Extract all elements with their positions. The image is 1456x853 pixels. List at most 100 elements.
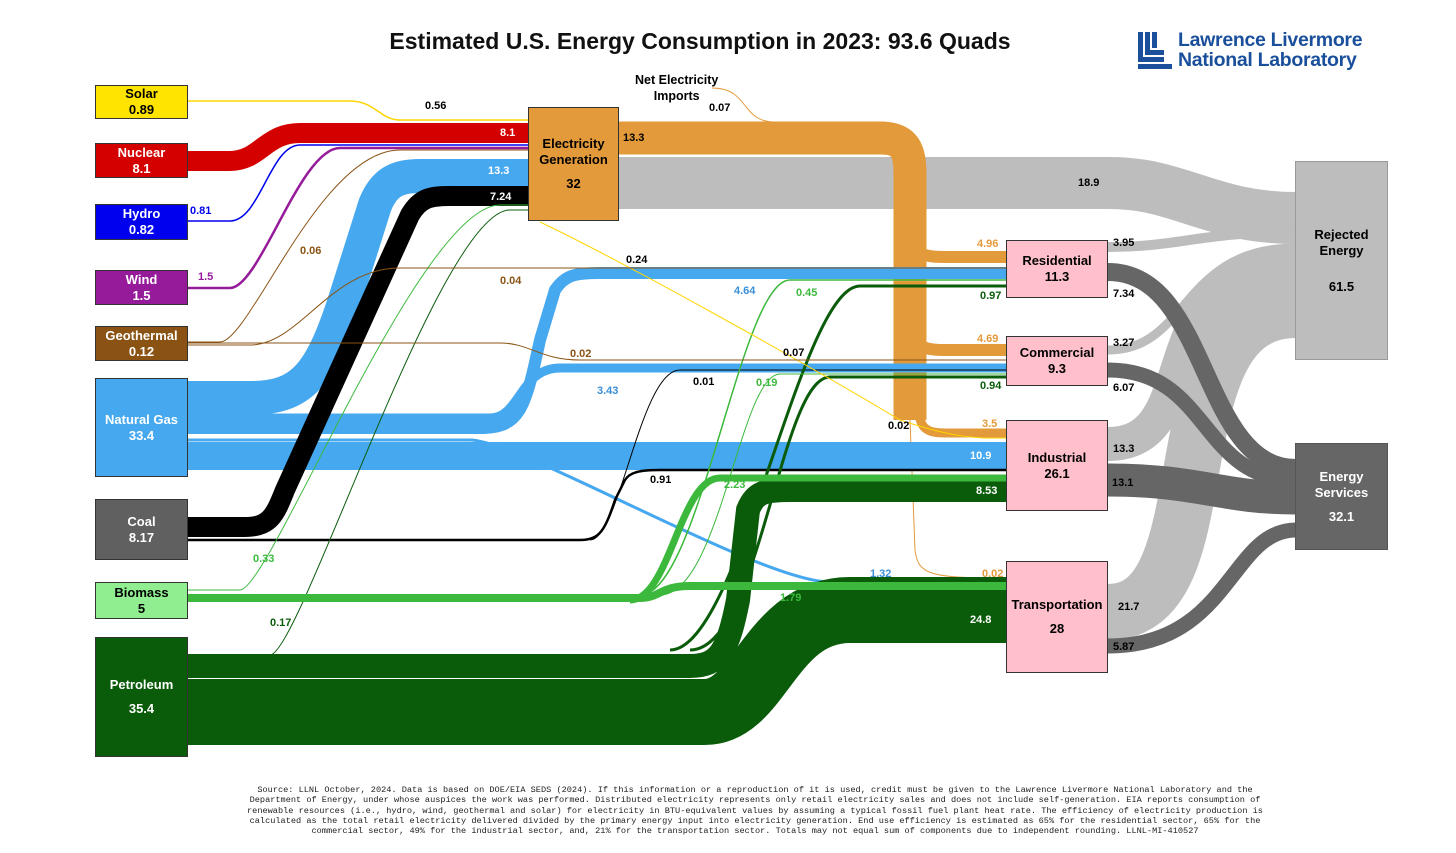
services-value: 32.1 [1328,508,1355,524]
flow-label: 3.27 [1113,337,1135,349]
sector-transportation-label: Transportation [1011,597,1103,612]
flow-biomass-commercial [659,373,1006,596]
flow-label: 4.64 [734,285,756,297]
flow-label: 0.45 [796,287,818,299]
source-coal-label: Coal [127,513,156,529]
source-coal: Coal 8.17 [95,499,188,560]
services-flows [1107,263,1297,654]
flow-geothermal-commercial [188,342,1006,361]
rejected-energy-node: Rejected Energy 61.5 [1295,161,1388,360]
flow-net-imports [711,87,776,123]
net-imports-label: Net Electricity Imports [635,72,718,104]
flow-label: 0.02 [888,420,910,432]
source-note-line: Department of Energy, under whose auspic… [249,795,1261,806]
flow-label: 8.1 [500,127,516,139]
llnl-logo-text: Lawrence Livermore National Laboratory [1178,29,1363,71]
flow-geothermal-residential [188,267,1006,346]
geothermal-flows [188,149,1006,361]
flow-label: 0.07 [709,102,731,114]
flow-label: 21.7 [1118,601,1140,613]
flow-label: 4.96 [977,238,999,250]
source-nuclear: Nuclear 8.1 [95,143,188,178]
flow-label: 0.04 [500,275,522,287]
petroleum-flows [188,209,1006,745]
source-nuclear-label: Nuclear [117,144,166,160]
flow-label: 0.02 [570,348,592,360]
flow-coal-electricity [188,186,528,537]
sector-residential: Residential 11.3 [1006,240,1108,298]
source-natural-gas-value: 33.4 [128,427,155,443]
sector-residential-label: Residential [1022,253,1092,268]
flow-solar-other [539,221,1007,439]
biomass-flows [188,204,1006,604]
flow-coal-commercial [589,369,1006,541]
logo-line1: Lawrence Livermore [1178,29,1363,51]
flow-label: 0.17 [270,617,292,629]
flow-electricity-residential [899,214,1006,263]
logo-line2: National Laboratory [1178,49,1357,71]
electricity-generation-node: Electricity Generation 32 [528,107,619,221]
source-biomass: Biomass 5 [95,582,188,619]
flow-label: 0.02 [982,568,1004,580]
flow-biomass-residential [639,279,1006,596]
flow-label: 13.3 [488,165,510,177]
source-solar-value: 0.89 [128,102,155,117]
flow-label: 6.07 [1113,382,1135,394]
flow-petroleum-electricity [188,209,528,656]
source-hydro-label: Hydro [122,206,161,221]
source-geothermal-value: 0.12 [128,343,155,359]
source-petroleum-value: 35.4 [128,701,155,716]
flow-gas-transportation [188,438,1006,584]
source-wind-value: 1.5 [132,287,151,303]
flow-label: 24.8 [970,614,992,626]
flow-commercial-rejected [1107,243,1297,355]
flow-industrial-rejected [1106,251,1297,461]
flow-transportation-services [1107,522,1297,654]
services-label-line1: Energy [1319,468,1364,484]
flow-petroleum-commercial [689,375,1006,652]
flow-electricity-rejected [618,157,1297,244]
flow-label: 13.3 [623,132,645,144]
rejected-value: 61.5 [1328,278,1355,294]
sector-commercial: Commercial 9.3 [1006,336,1108,386]
sector-industrial-value: 26.1 [1044,465,1070,481]
flow-label: 0.91 [650,474,672,486]
source-petroleum-label: Petroleum [109,677,174,692]
flow-label: 0.56 [425,100,447,112]
sector-industrial: Industrial 26.1 [1006,420,1108,511]
flow-label: 0.33 [253,553,275,565]
net-imports-line2: Imports [653,89,700,103]
electricity-label-line1: Electricity [542,136,605,151]
flow-gas-commercial [188,363,1006,423]
sector-transportation: Transportation 28 [1006,561,1108,673]
flow-label: 18.9 [1078,177,1100,189]
source-note-line: renewable resources (i.e., hydro, wind, … [247,805,1263,816]
flow-label: 0.24 [626,254,648,266]
services-label-line2: Services [1314,484,1369,500]
source-note-line: calculated as the total retail electrici… [249,815,1261,826]
flow-wind-electricity [188,146,528,290]
flow-label: 0.07 [783,347,805,359]
sector-commercial-label: Commercial [1019,345,1095,360]
flow-label: 1.79 [780,592,802,604]
source-geothermal-label: Geothermal [105,327,178,343]
llnl-logo: Lawrence Livermore National Laboratory [1138,30,1388,72]
flow-industrial-services [1107,463,1297,515]
flow-biomass-electricity [188,204,528,591]
flow-petroleum-residential [669,284,1006,652]
flow-label: 4.69 [977,333,999,345]
source-note-line: Source: LLNL October, 2024. Data is base… [257,785,1253,795]
flow-residential-services [1107,263,1297,477]
electricity-label-line2: Generation [539,152,608,167]
flow-label: 3.95 [1113,237,1135,249]
flow-electricity-trunk [618,121,927,420]
flow-hydro-electricity [188,144,528,222]
sector-industrial-label: Industrial [1027,449,1087,465]
flow-label: 5.87 [1113,641,1135,653]
flow-label: 10.9 [970,450,992,462]
source-natural-gas-label: Natural Gas [105,411,178,427]
flow-label: 8.53 [976,485,998,497]
net-imports-line1: Net Electricity [635,73,719,87]
coal-flows [188,186,1006,542]
